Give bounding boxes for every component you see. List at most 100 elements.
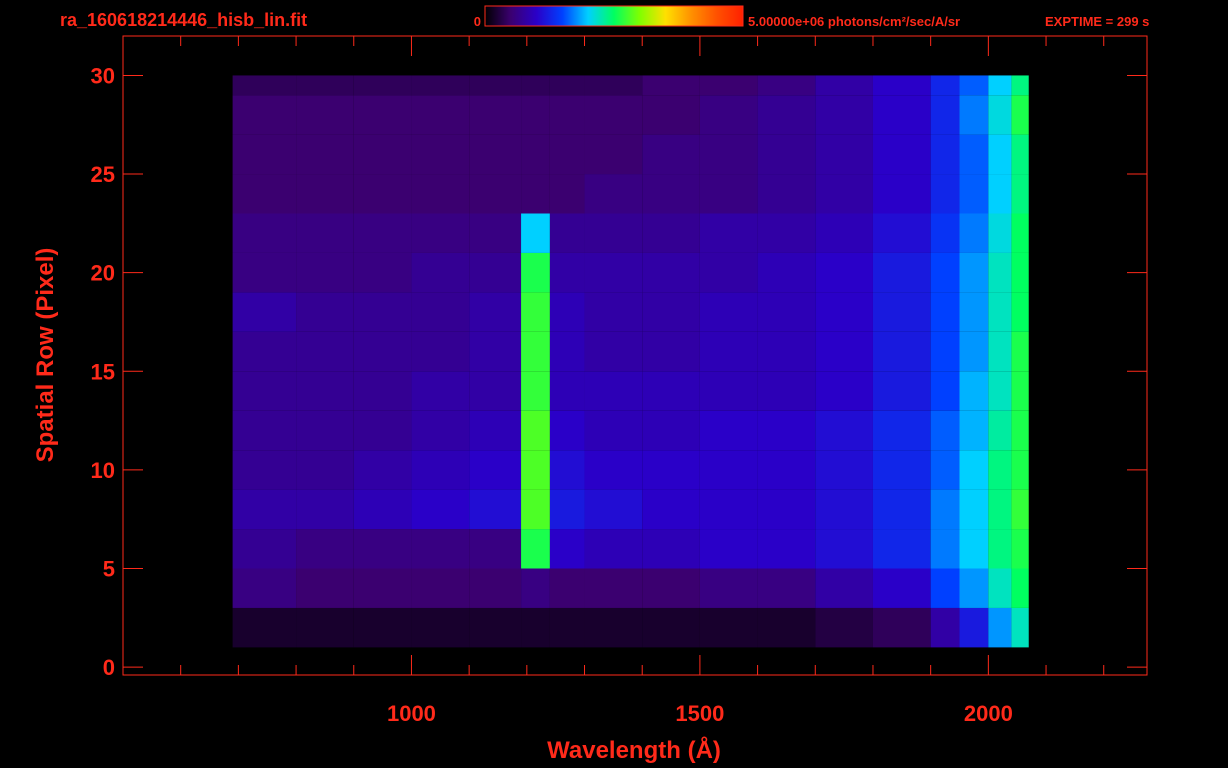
- cell: [642, 489, 700, 530]
- cell: [959, 568, 989, 608]
- cell: [232, 489, 297, 530]
- cell: [469, 174, 522, 214]
- cell: [549, 371, 585, 411]
- cell: [988, 292, 1012, 332]
- cell: [353, 134, 412, 175]
- cell: [232, 331, 297, 372]
- cell: [469, 489, 522, 530]
- cell: [959, 213, 989, 253]
- cell: [584, 75, 643, 96]
- cell: [1011, 292, 1029, 332]
- cell: [1011, 95, 1029, 135]
- cell: [642, 213, 700, 253]
- cell: [353, 529, 412, 569]
- cell: [757, 75, 816, 96]
- cell: [232, 607, 297, 648]
- cell: [988, 95, 1012, 135]
- cell: [872, 75, 931, 96]
- cell: [469, 450, 522, 490]
- cell: [757, 410, 816, 451]
- cell: [959, 292, 989, 332]
- cell: [232, 529, 297, 569]
- cell: [411, 174, 470, 214]
- cell: [757, 134, 816, 175]
- cell: [232, 174, 297, 214]
- cell: [988, 371, 1012, 411]
- cell: [232, 292, 297, 332]
- cell: [988, 489, 1012, 530]
- cell: [469, 75, 522, 96]
- cell: [959, 95, 989, 135]
- cell: [1011, 450, 1029, 490]
- cell: [699, 331, 758, 372]
- cell: [959, 371, 989, 411]
- cell: [549, 292, 585, 332]
- cell: [549, 95, 585, 135]
- cell: [815, 292, 873, 332]
- cell: [959, 75, 989, 96]
- colorbar-unit: photons/cm²/sec/A/sr: [828, 14, 960, 29]
- cell: [872, 450, 931, 490]
- cell: [232, 568, 297, 608]
- cell: [642, 95, 700, 135]
- cell: [353, 331, 412, 372]
- cell: [699, 75, 758, 96]
- cell: [757, 529, 816, 569]
- cell: [549, 410, 585, 451]
- cell: [988, 213, 1012, 253]
- cell: [469, 410, 522, 451]
- cell: [930, 568, 960, 608]
- cell: [959, 134, 989, 175]
- cell: [296, 331, 354, 372]
- exptime: EXPTIME = 299 s: [1045, 14, 1149, 29]
- x-tick-label: 1000: [387, 701, 436, 726]
- cell: [930, 371, 960, 411]
- cell: [872, 410, 931, 451]
- cell: [959, 410, 989, 451]
- cell: [353, 213, 412, 253]
- cell: [699, 95, 758, 135]
- cell: [296, 252, 354, 293]
- cell: [699, 568, 758, 608]
- cell: [757, 174, 816, 214]
- cell: [296, 75, 354, 96]
- cell: [988, 450, 1012, 490]
- cell: [296, 529, 354, 569]
- y-tick-label: 20: [91, 261, 115, 286]
- cell: [1011, 75, 1029, 96]
- cell: [930, 174, 960, 214]
- cell: [584, 134, 643, 175]
- cell: [1011, 134, 1029, 175]
- cell: [549, 450, 585, 490]
- cell: [232, 450, 297, 490]
- cell: [815, 75, 873, 96]
- cell: [549, 75, 585, 96]
- cell: [959, 174, 989, 214]
- cell: [872, 213, 931, 253]
- cell: [411, 95, 470, 135]
- cell: [1011, 607, 1029, 648]
- cell: [757, 568, 816, 608]
- cell: [930, 252, 960, 293]
- cell: [584, 174, 643, 214]
- cell: [353, 174, 412, 214]
- cell: [642, 292, 700, 332]
- cell: [549, 134, 585, 175]
- cell: [353, 410, 412, 451]
- cell: [521, 75, 550, 96]
- cell: [930, 213, 960, 253]
- cell: [521, 489, 550, 530]
- y-tick-label: 30: [91, 63, 115, 88]
- cell: [521, 134, 550, 175]
- cell: [699, 489, 758, 530]
- cell: [1011, 371, 1029, 411]
- file-title: ra_160618214446_hisb_lin.fit: [60, 10, 307, 30]
- cell: [411, 410, 470, 451]
- cell: [959, 607, 989, 648]
- cell: [930, 292, 960, 332]
- cell: [699, 410, 758, 451]
- cell: [411, 252, 470, 293]
- cell: [959, 450, 989, 490]
- cell: [930, 410, 960, 451]
- colorbar-max-text: 5.00000e+06 photons/cm²/sec/A/sr: [748, 14, 960, 29]
